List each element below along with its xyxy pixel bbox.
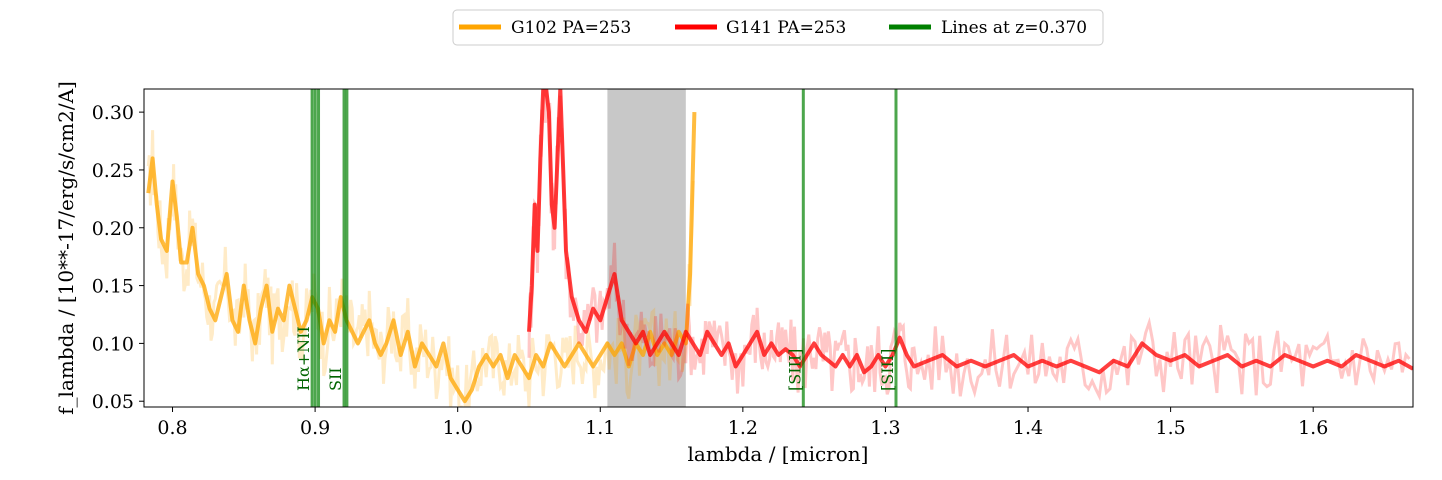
x-tick-label: 1.6 [1298,417,1328,439]
x-tick-label: 1.0 [443,417,473,439]
emission-line-label-2: [SIII] [785,349,804,391]
legend-label-g102: G102 PA=253 [511,18,631,38]
g141-series-line [527,89,1413,375]
plot-content [146,89,1413,407]
plot-area: Hα+NII SII [SIII] [SIII] [146,89,1413,407]
emission-line-label-1: SII [326,367,345,391]
legend-label-lines: Lines at z=0.370 [941,18,1087,38]
y-axis-label: f_lambda / [10**-17/erg/s/cm2/A] [54,81,78,415]
x-tick-label: 0.9 [300,417,330,439]
y-tick-label: 0.20 [92,218,134,240]
y-tick-label: 0.25 [92,160,134,182]
legend-frame [452,9,1104,46]
y-tick-label: 0.05 [92,391,134,413]
emission-line-label-0: Hα+NII [294,326,313,391]
legend-label-g141: G141 PA=253 [726,18,846,38]
y-tick-label: 0.15 [92,276,134,298]
axes: 0.8 0.9 1.0 1.1 1.2 1.3 1.4 1.5 1.6 0.05 0.10 0.15 0… [92,88,1414,439]
legend: G102 PA=253 G141 PA=253 Lines at z=0.370 [452,9,1104,46]
x-tick-label: 0.8 [157,417,187,439]
x-tick-label: 1.4 [1013,417,1043,439]
y-tick-label: 0.10 [92,333,134,355]
axes-frame [143,88,1414,408]
emission-line-label-3: [SIII] [878,349,897,391]
x-axis-label: lambda / [micron] [688,442,869,466]
x-tick-label: 1.1 [585,417,615,439]
g141-noise-line [527,89,1411,402]
x-tick-label: 1.5 [1155,417,1185,439]
g102-series-line [146,112,697,404]
x-tick-label: 1.3 [870,417,900,439]
x-tick-label: 1.2 [728,417,758,439]
y-tick-label: 0.30 [92,102,134,124]
